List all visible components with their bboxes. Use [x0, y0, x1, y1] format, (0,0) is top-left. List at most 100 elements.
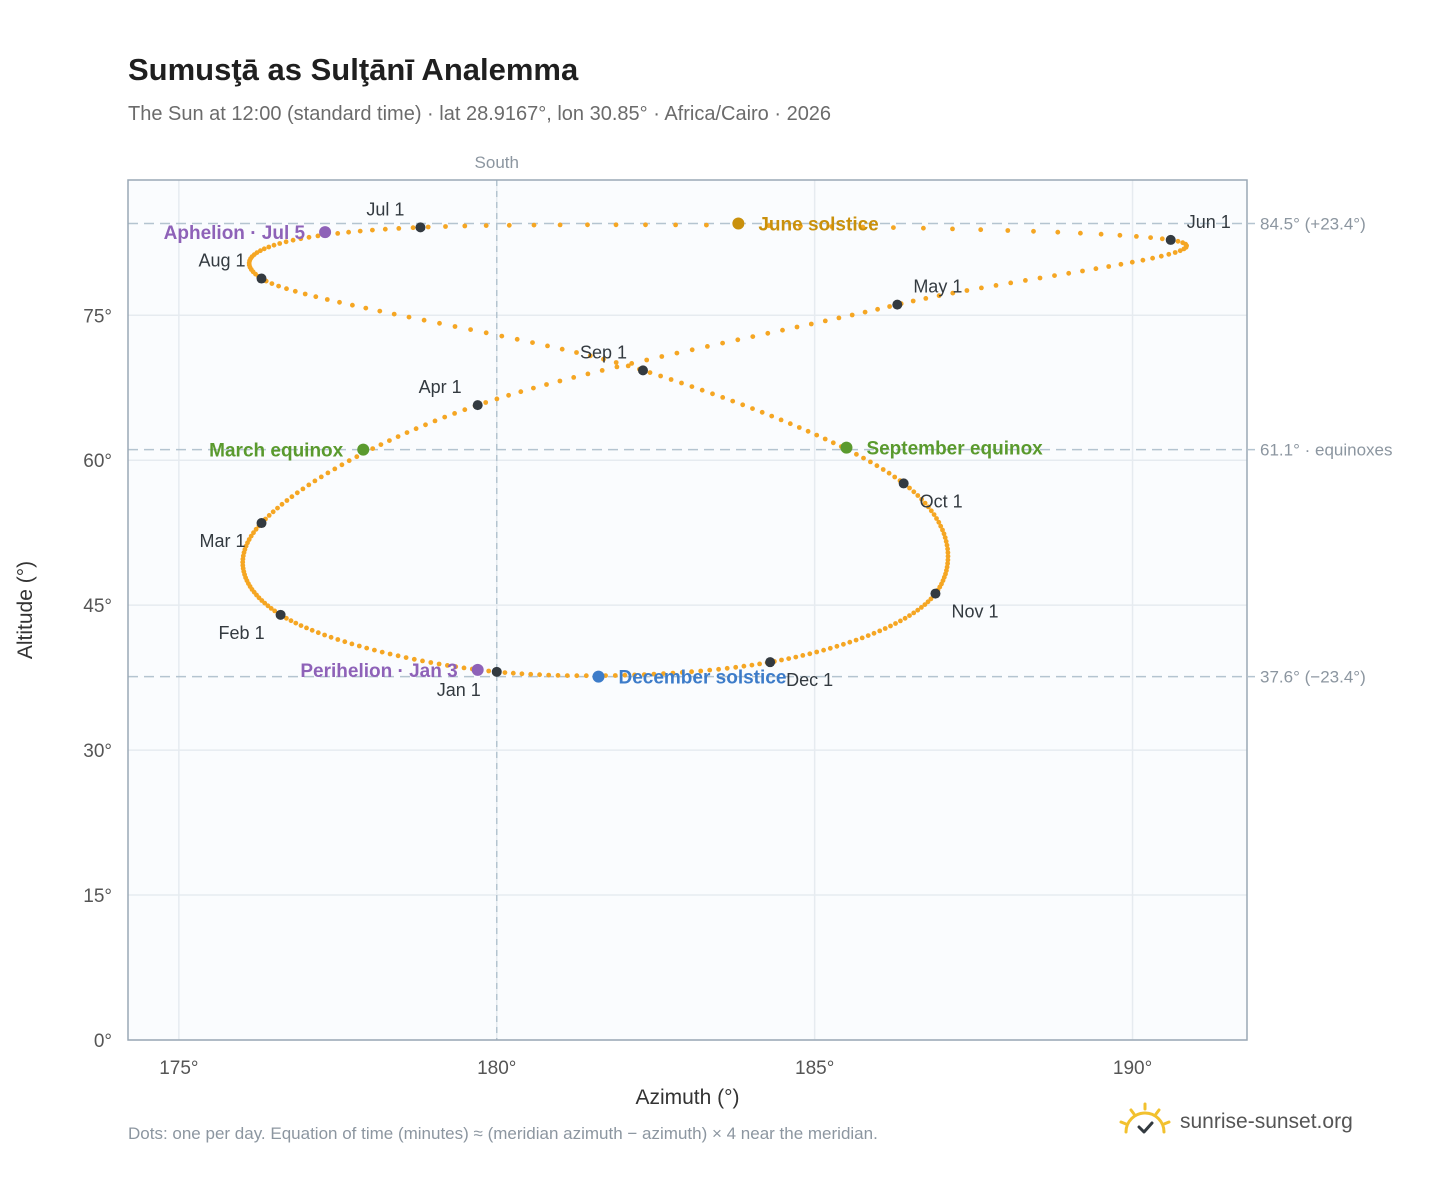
daily-dot [290, 237, 296, 243]
daily-dot [716, 666, 721, 672]
daily-dot [356, 643, 362, 649]
daily-dot [689, 347, 695, 353]
daily-dot [425, 224, 431, 230]
daily-dot [269, 281, 275, 286]
daily-dot [306, 234, 312, 240]
daily-dot [765, 330, 771, 336]
daily-dot [276, 283, 281, 289]
daily-dot [436, 661, 442, 667]
daily-dot [698, 668, 704, 674]
daily-dot [363, 305, 369, 311]
daily-dot [284, 615, 289, 621]
daily-dot [271, 242, 277, 248]
daily-dot [720, 340, 725, 346]
daily-dot [292, 288, 298, 294]
daily-dot [668, 377, 674, 382]
plot-area [128, 180, 1247, 1040]
daily-dot [354, 454, 360, 460]
daily-dot [887, 304, 892, 309]
daily-dot [302, 291, 308, 297]
daily-dot [907, 613, 912, 618]
daily-dot [944, 542, 950, 548]
month-label: May 1 [913, 277, 962, 297]
daily-dot [555, 673, 561, 678]
daily-dot [793, 654, 799, 660]
daily-dot [821, 647, 826, 653]
daily-dot [1023, 278, 1028, 283]
month-marker [892, 299, 903, 310]
daily-dot [740, 402, 746, 408]
daily-dot [612, 673, 618, 678]
daily-dot [898, 618, 903, 624]
daily-dot [1158, 253, 1164, 259]
daily-dot [859, 635, 865, 641]
daily-dot [1166, 251, 1172, 257]
daily-dot [622, 672, 628, 678]
daily-dot [853, 637, 859, 643]
daily-dot [339, 462, 345, 468]
daily-dot [1148, 235, 1153, 241]
daily-dot [679, 670, 685, 675]
daily-dot [710, 391, 715, 397]
reference-line-label: 37.6° (−23.4°) [1260, 668, 1366, 687]
daily-dot [514, 336, 520, 342]
event-label: December solstice [618, 668, 786, 689]
daily-dot [834, 643, 840, 649]
daily-dot [922, 500, 928, 506]
y-axis-title: Altitude (°) [14, 561, 37, 659]
daily-dot [357, 228, 363, 234]
daily-dot [860, 224, 866, 230]
daily-dot [707, 667, 713, 673]
daily-dot [750, 334, 756, 339]
month-label: Jan 1 [437, 680, 481, 700]
daily-dot [315, 233, 321, 239]
daily-dot [364, 645, 370, 651]
daily-dot [979, 285, 984, 291]
month-marker [256, 518, 267, 529]
daily-dot [670, 670, 676, 676]
daily-dot [644, 357, 650, 363]
daily-dot [733, 664, 739, 670]
daily-dot [1037, 275, 1043, 281]
month-marker [930, 588, 941, 599]
daily-dot [759, 409, 765, 415]
daily-dot [911, 610, 917, 616]
daily-dot [486, 668, 492, 674]
daily-dot [1031, 228, 1036, 234]
daily-dot [940, 527, 945, 533]
month-marker [256, 273, 267, 284]
daily-dot [428, 660, 434, 665]
daily-dot [537, 672, 542, 678]
event-label: September equinox [866, 439, 1043, 460]
daily-dot [251, 530, 256, 536]
daily-dot [922, 602, 928, 607]
daily-dot [350, 302, 355, 308]
daily-dot [934, 516, 939, 521]
daily-dot [420, 658, 425, 664]
brand-name: sunrise-sunset.org [1180, 1110, 1353, 1133]
daily-dot [266, 244, 272, 250]
brand[interactable]: sunrise-sunset.org [1118, 1100, 1353, 1144]
daily-dot [544, 382, 549, 387]
event-marker [840, 441, 853, 454]
analemma-curve [240, 222, 1189, 679]
daily-dot [1180, 240, 1186, 246]
daily-dot [766, 223, 772, 229]
daily-dot [945, 553, 951, 559]
daily-dot [779, 657, 784, 663]
daily-dot [888, 623, 893, 629]
daily-dot [902, 615, 908, 621]
daily-dot [862, 309, 868, 315]
daily-dot [915, 493, 921, 498]
daily-dot [387, 651, 393, 657]
daily-dot [1106, 264, 1112, 269]
daily-dot [720, 395, 726, 400]
daily-dot [370, 227, 375, 233]
daily-dot [915, 607, 921, 613]
daily-dot [387, 438, 392, 443]
daily-dot [787, 421, 793, 427]
daily-dot [585, 222, 590, 228]
daily-dot [1052, 273, 1057, 278]
daily-dot [875, 306, 880, 312]
y-tick-label: 15° [83, 886, 112, 907]
